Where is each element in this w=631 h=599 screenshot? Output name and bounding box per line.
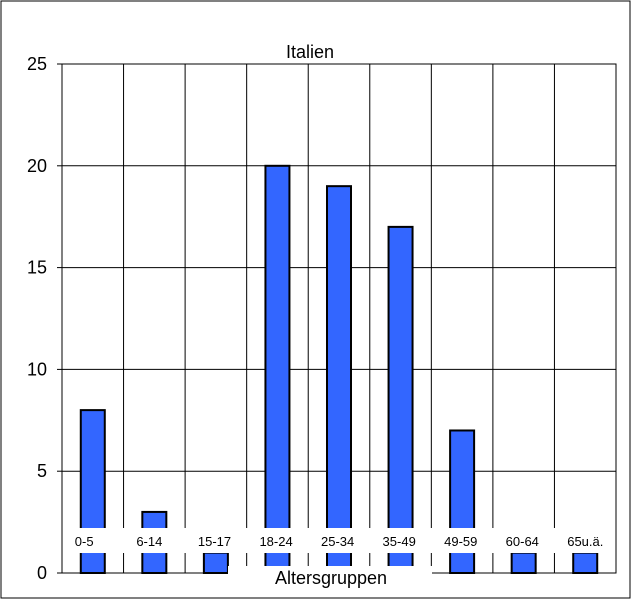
title-background: [276, 42, 346, 62]
y-tick-label: 20: [27, 156, 47, 176]
x-axis-label-background: [228, 566, 432, 592]
bar-60-64: [510, 551, 537, 575]
x-tick-label: 35-49: [383, 534, 416, 549]
x-tick-label: 0-5: [75, 534, 94, 549]
x-tick-label: 15-17: [198, 534, 231, 549]
x-tick-label: 25-34: [321, 534, 354, 549]
bar-65u.ä.: [572, 551, 599, 575]
x-axis-label: Altersgruppen: [275, 568, 387, 588]
x-tick-label: 49-59: [444, 534, 477, 549]
x-axis-ticks: 0-5 6-14 15-17 18-24 25-34 35-49 49-59 60-64 65u…: [75, 534, 604, 549]
x-tick-label: 18-24: [259, 534, 292, 549]
y-axis-ticks: 0 5 10 15 20 25: [27, 54, 62, 583]
x-tick-label: 6-14: [136, 534, 162, 549]
y-tick-label: 10: [27, 359, 47, 379]
x-tick-label: 65u.ä.: [567, 534, 603, 549]
bar-35-49: [387, 225, 414, 574]
bar-25-34: [326, 185, 352, 574]
y-tick-label: 5: [37, 461, 47, 481]
x-tick-label: 60-64: [506, 534, 539, 549]
x-tick-label-background: [68, 528, 612, 553]
chart-title: Italien: [286, 42, 334, 62]
y-tick-label: 25: [27, 54, 47, 74]
bar-15-17: [202, 551, 229, 575]
y-tick-label: 0: [37, 563, 47, 583]
bar-18-24: [264, 164, 291, 575]
bars: [79, 164, 599, 575]
y-tick-label: 15: [27, 258, 47, 278]
